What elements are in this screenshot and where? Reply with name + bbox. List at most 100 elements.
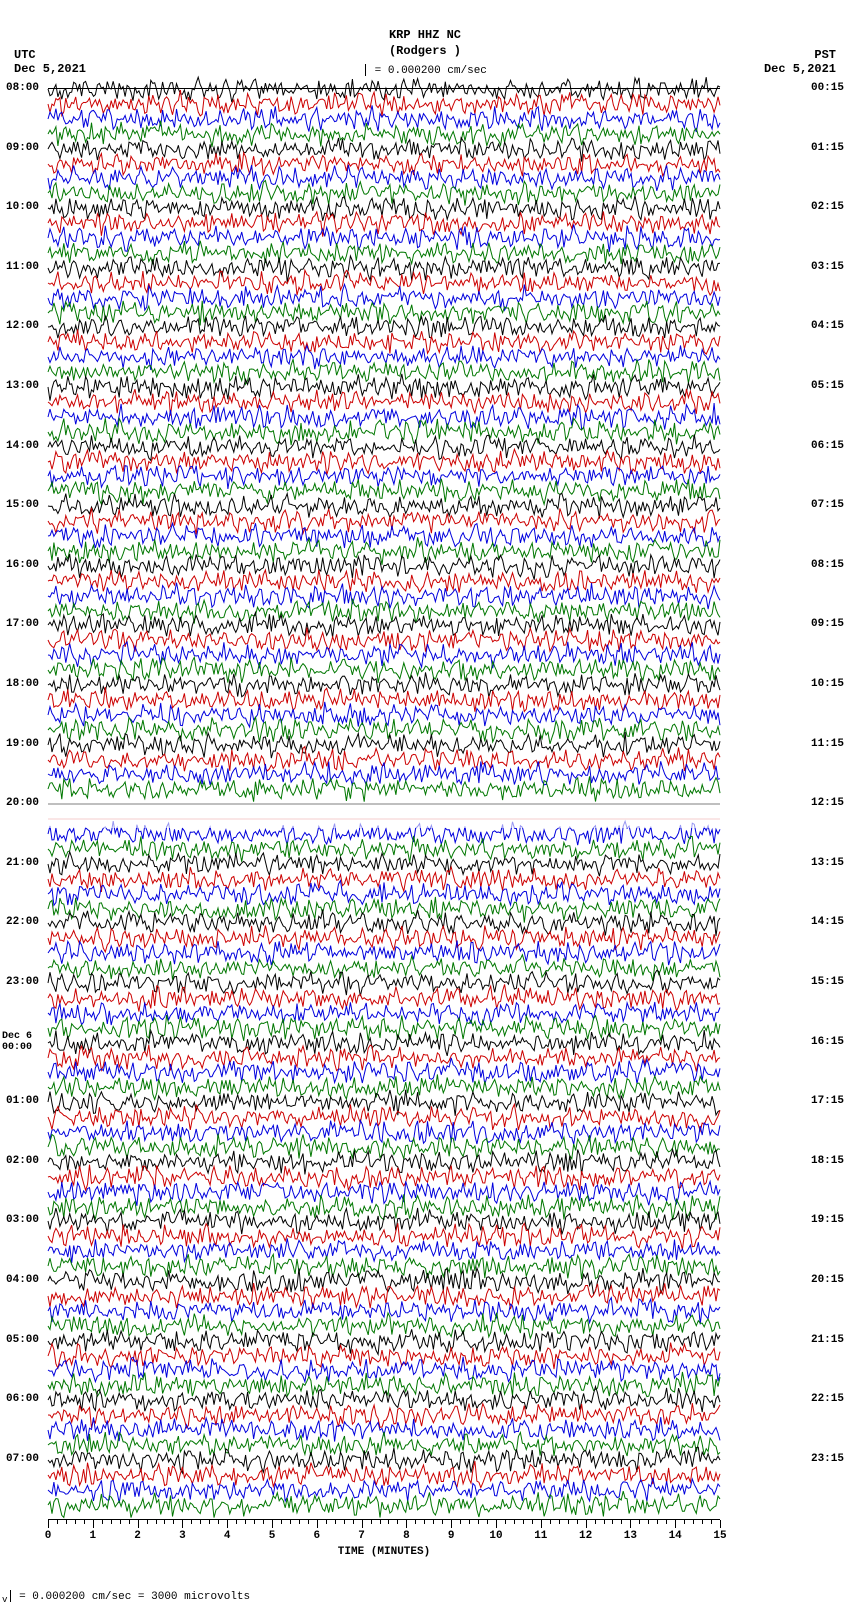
x-tick xyxy=(48,1520,49,1528)
pst-time-label: 01:15 xyxy=(811,142,844,154)
pst-time-label: 07:15 xyxy=(811,499,844,511)
x-tick-label: 2 xyxy=(134,1530,141,1542)
x-minor-tick xyxy=(648,1520,649,1524)
x-tick xyxy=(451,1520,452,1528)
x-minor-tick xyxy=(156,1520,157,1524)
utc-time-label: 11:00 xyxy=(6,261,39,273)
footer-scale: v = 0.000200 cm/sec = 3000 microvolts xyxy=(2,1590,250,1605)
x-minor-tick xyxy=(344,1520,345,1524)
utc-time-label: 17:00 xyxy=(6,618,39,630)
x-tick xyxy=(630,1520,631,1528)
pst-time-label: 05:15 xyxy=(811,380,844,392)
pst-time-label: 15:15 xyxy=(811,976,844,988)
x-tick xyxy=(138,1520,139,1528)
x-tick-label: 15 xyxy=(713,1530,726,1542)
x-tick-label: 13 xyxy=(624,1530,637,1542)
data-gap xyxy=(48,807,720,828)
x-axis: TIME (MINUTES) 0123456789101112131415 xyxy=(48,1520,720,1560)
utc-time-label: 03:00 xyxy=(6,1214,39,1226)
pst-time-label: 14:15 xyxy=(811,916,844,928)
x-tick-label: 14 xyxy=(669,1530,682,1542)
x-minor-tick xyxy=(209,1520,210,1524)
x-minor-tick xyxy=(523,1520,524,1524)
utc-time-label: 20:00 xyxy=(6,797,39,809)
x-tick-label: 12 xyxy=(579,1530,592,1542)
x-minor-tick xyxy=(84,1520,85,1524)
utc-time-label: 16:00 xyxy=(6,559,39,571)
x-minor-tick xyxy=(173,1520,174,1524)
x-minor-tick xyxy=(111,1520,112,1524)
pst-time-label: 20:15 xyxy=(811,1274,844,1286)
x-minor-tick xyxy=(290,1520,291,1524)
x-minor-tick xyxy=(532,1520,533,1524)
x-tick xyxy=(182,1520,183,1528)
pst-time-label: 22:15 xyxy=(811,1393,844,1405)
utc-time-label: 13:00 xyxy=(6,380,39,392)
utc-time-label: Dec 600:00 xyxy=(2,1031,32,1053)
x-tick-label: 3 xyxy=(179,1530,186,1542)
x-tick xyxy=(272,1520,273,1528)
utc-time-label: 10:00 xyxy=(6,201,39,213)
x-minor-tick xyxy=(657,1520,658,1524)
pst-time-label: 04:15 xyxy=(811,320,844,332)
footer-text: = 0.000200 cm/sec = 3000 microvolts xyxy=(13,1591,251,1603)
x-minor-tick xyxy=(469,1520,470,1524)
scale-bar-icon xyxy=(10,1590,11,1602)
x-minor-tick xyxy=(380,1520,381,1524)
x-tick xyxy=(362,1520,363,1528)
utc-time-label: 01:00 xyxy=(6,1095,39,1107)
x-minor-tick xyxy=(693,1520,694,1524)
pst-time-label: 02:15 xyxy=(811,201,844,213)
date-right: Dec 5,2021 xyxy=(764,62,836,76)
utc-time-label: 18:00 xyxy=(6,678,39,690)
x-minor-tick xyxy=(299,1520,300,1524)
x-tick-label: 7 xyxy=(358,1530,365,1542)
x-tick-label: 1 xyxy=(89,1530,96,1542)
x-minor-tick xyxy=(335,1520,336,1524)
pst-time-label: 09:15 xyxy=(811,618,844,630)
x-minor-tick xyxy=(505,1520,506,1524)
x-minor-tick xyxy=(245,1520,246,1524)
x-minor-tick xyxy=(281,1520,282,1524)
x-tick xyxy=(720,1520,721,1528)
utc-time-label: 09:00 xyxy=(6,142,39,154)
x-minor-tick xyxy=(550,1520,551,1524)
x-minor-tick xyxy=(57,1520,58,1524)
x-minor-tick xyxy=(218,1520,219,1524)
utc-time-label: 14:00 xyxy=(6,440,39,452)
pst-time-label: 12:15 xyxy=(811,797,844,809)
x-minor-tick xyxy=(460,1520,461,1524)
x-tick xyxy=(675,1520,676,1528)
helicorder-plot xyxy=(48,88,720,1520)
x-minor-tick xyxy=(236,1520,237,1524)
x-minor-tick xyxy=(612,1520,613,1524)
pst-time-label: 19:15 xyxy=(811,1214,844,1226)
pst-time-label: 10:15 xyxy=(811,678,844,690)
scale-bar-icon xyxy=(365,64,366,76)
x-minor-tick xyxy=(353,1520,354,1524)
x-minor-tick xyxy=(711,1520,712,1524)
x-minor-tick xyxy=(120,1520,121,1524)
station-title: KRP HHZ NC xyxy=(0,28,850,42)
x-tick-label: 5 xyxy=(269,1530,276,1542)
x-minor-tick xyxy=(371,1520,372,1524)
x-minor-tick xyxy=(487,1520,488,1524)
utc-time-label: 04:00 xyxy=(6,1274,39,1286)
x-minor-tick xyxy=(415,1520,416,1524)
utc-time-label: 12:00 xyxy=(6,320,39,332)
x-minor-tick xyxy=(666,1520,667,1524)
x-axis-title: TIME (MINUTES) xyxy=(48,1546,720,1558)
x-minor-tick xyxy=(621,1520,622,1524)
scale-marker: = 0.000200 cm/sec xyxy=(0,64,850,77)
x-minor-tick xyxy=(478,1520,479,1524)
scale-text: = 0.000200 cm/sec xyxy=(368,65,487,77)
x-minor-tick xyxy=(595,1520,596,1524)
pst-time-label: 08:15 xyxy=(811,559,844,571)
x-minor-tick xyxy=(604,1520,605,1524)
x-minor-tick xyxy=(424,1520,425,1524)
utc-time-label: 21:00 xyxy=(6,857,39,869)
pst-time-label: 16:15 xyxy=(811,1036,844,1048)
seismogram-page: KRP HHZ NC (Rodgers ) = 0.000200 cm/sec … xyxy=(0,0,850,1613)
utc-time-label: 08:00 xyxy=(6,82,39,94)
x-tick xyxy=(541,1520,542,1528)
